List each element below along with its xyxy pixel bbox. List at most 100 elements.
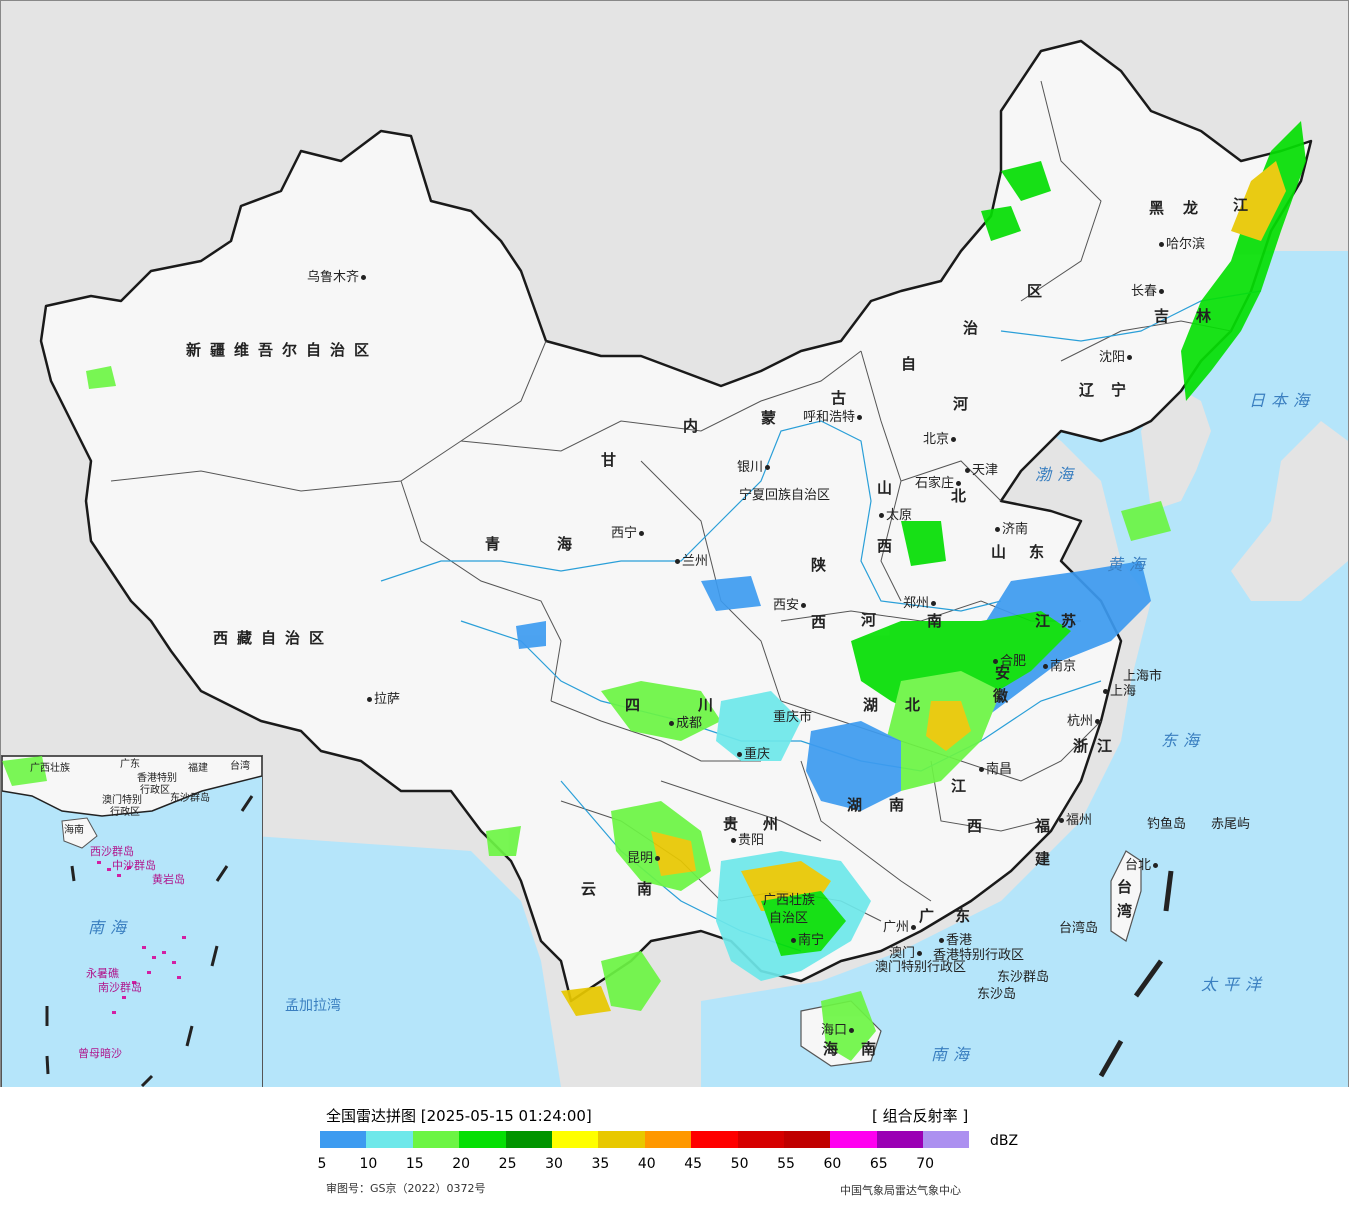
city-label-hangzhou-text: 杭州 [1067,714,1094,729]
city-label-shijiazhuang-text: 石家庄 [915,476,955,491]
province-label-neimenggu_6-text: 区 [1027,282,1052,300]
inset-label-nanhai: 南海 [88,920,132,936]
inset-label-macau2-text: 行政区 [110,807,140,818]
city-dot-icon [1043,664,1048,669]
inset-label-guangxi-text: 广西壮族 [30,763,70,774]
sea-label-bohai-text: 渤海 [1035,465,1080,484]
legend-swatch [783,1131,831,1148]
legend-swatch [412,1131,460,1148]
city-label-nanning-text: 南宁 [798,933,825,948]
province-label-jiangsu_1-text: 江 [1035,612,1060,630]
city-label-lhasa: 拉萨 [365,693,400,706]
island-label-taiwan_island: 台湾岛 [1059,922,1098,935]
province-label-macau: 澳门特别行政区 [875,961,966,974]
province-label-fujian_1: 福 [1035,819,1059,834]
city-label-tianjin: 天津 [963,464,998,477]
island-label-diaoyu: 钓鱼岛 [1147,818,1186,831]
city-label-shijiazhuang: 石家庄 [915,477,963,490]
city-label-shanghai_city: 上海 [1101,685,1136,698]
province-label-gansu-text: 甘 [601,451,626,469]
province-label-shanghai: 上海市 [1123,670,1162,683]
province-label-neimenggu_1: 内 [683,419,707,434]
source-label: 中国气象局雷达气象中心 [840,1184,961,1197]
city-label-chengdu: 成都 [667,717,702,730]
inset-label-dongsha-text: 东沙群岛 [170,793,210,804]
province-label-shanxi_1-text: 山 [877,479,902,497]
legend-tick: 15 [405,1156,424,1172]
legend-panel: 全国雷达拼图 [2025-05-15 01:24:00] [ 组合反射率 ] d… [0,1087,1349,1208]
province-label-macau-text: 澳门特别行政区 [875,960,967,975]
province-label-taiwan_1-text: 台 [1117,878,1142,896]
province-label-xizang: 西藏自治区 [213,631,333,646]
province-label-hainan_2-text: 南 [861,1040,886,1058]
inset-label-nansha-text: 南沙群岛 [98,981,142,994]
city-dot-icon [1095,719,1101,724]
legend-tick: 45 [684,1156,703,1172]
south-china-sea-inset[interactable]: 广西壮族 广东 福建 台湾 香港特别 行政区 澳门特别 行政区 东沙群岛 海南 西沙群岛 中沙群岛 黄岩… [1,755,263,1087]
province-label-qinghai_2: 海 [557,537,581,552]
province-label-qinghai_2-text: 海 [557,535,582,553]
inset-label-xisha: 西沙群岛 [90,846,134,857]
legend-swatch [876,1131,924,1148]
inset-label-hk: 香港特别 [137,774,177,784]
city-dot-icon [791,938,796,943]
province-label-liaoning_1: 辽 [1079,383,1103,398]
city-label-shanghai_city-text: 上海 [1110,684,1137,699]
inset-label-zhongsha: 中沙群岛 [112,860,156,871]
island-label-dongsha_island-text: 东沙岛 [977,987,1017,1002]
island-label-dongsha_islands: 东沙群岛 [997,971,1049,984]
province-label-shanxi_2: 西 [877,539,901,554]
city-dot-icon [849,1028,855,1033]
legend-tick: 50 [730,1156,749,1172]
city-label-hangzhou: 杭州 [1067,715,1102,728]
province-label-liaoning_2-text: 宁 [1111,381,1136,399]
province-label-jiangxi_2: 西 [967,819,991,834]
sea-label-yellow_sea-text: 黄海 [1107,555,1152,574]
province-label-hainan_2: 南 [861,1042,885,1057]
province-label-hebei_1: 河 [953,397,977,412]
inset-label-guangxi: 广西壮族 [30,764,70,774]
legend-swatch [737,1131,784,1148]
province-label-neimenggu_3: 古 [831,391,855,406]
province-label-yunnan_2-text: 南 [637,880,662,898]
city-label-xian-text: 西安 [773,598,800,613]
province-label-guizhou_2: 州 [763,817,787,832]
radar-map[interactable]: 新疆维吾尔自治区 西藏自治区青海甘内蒙古自治区黑龙江吉林辽宁河北山西山东陕西河南四… [0,0,1349,1088]
province-label-yunnan_1-text: 云 [581,880,606,898]
city-dot-icon [917,951,923,956]
inset-label-nanhai-text: 南海 [88,918,133,937]
city-label-jinan: 济南 [993,523,1028,536]
province-label-guangdong_2: 东 [955,909,979,924]
province-label-hebei_2-text: 北 [951,487,976,505]
city-label-hefei: 合肥 [991,655,1026,668]
province-label-hubei_2: 北 [905,698,929,713]
city-dot-icon [911,925,917,930]
province-label-qinghai_1: 青 [485,537,509,552]
inset-label-xisha-text: 西沙群岛 [90,845,134,858]
province-label-taiwan_2-text: 湾 [1117,902,1142,920]
inset-label-hainan-text: 海南 [64,825,84,836]
province-label-ningxia-text: 宁夏回族自治区 [739,488,831,503]
province-label-sichuan_1-text: 四 [625,696,650,714]
province-label-guangdong_2-text: 东 [955,907,980,925]
city-label-shenyang: 沈阳 [1099,351,1134,364]
city-label-haikou-text: 海口 [821,1023,848,1038]
city-dot-icon [993,659,998,664]
sea-label-bohai: 渤海 [1035,467,1079,483]
province-label-yunnan_1: 云 [581,882,605,897]
province-label-jiangsu_2: 苏 [1061,614,1085,629]
inset-label-guangdong-text: 广东 [120,759,140,770]
sea-label-east_sea-text: 东海 [1161,731,1206,750]
province-label-jilin_2-text: 林 [1196,307,1221,325]
city-label-hohhot-text: 呼和浩特 [803,410,856,425]
province-label-xizang-text: 西藏自治区 [213,629,334,647]
province-label-qinghai_1-text: 青 [485,535,510,553]
province-label-guizhou_2-text: 州 [763,815,788,833]
city-label-shenyang-text: 沈阳 [1099,350,1126,365]
province-label-taiwan_1: 台 [1117,880,1141,895]
city-dot-icon [731,838,736,843]
province-label-jiangsu_1: 江 [1035,614,1059,629]
legend-tick: 60 [823,1156,842,1172]
inset-label-zengmu-text: 曾母暗沙 [78,1047,122,1060]
inset-echo [2,756,47,786]
